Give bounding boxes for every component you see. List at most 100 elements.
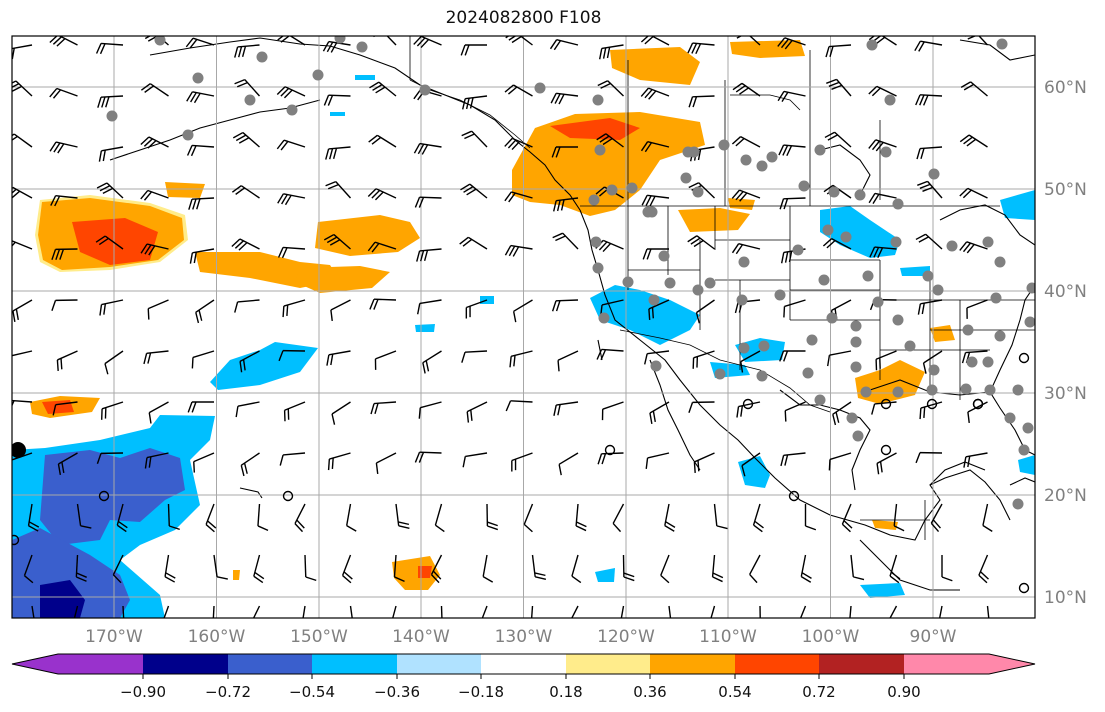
gray-station-dot [928,168,940,180]
wind-barb-feather [712,576,723,583]
gray-station-dot [718,139,730,151]
wind-barb-feather [239,361,243,373]
wind-barb-feather [822,238,833,247]
gray-station-dot [590,236,602,248]
gray-station-dot [680,172,692,184]
wind-barb-feather [329,148,334,160]
wind-barb-feather [612,522,622,533]
wind-barb-feather [9,356,10,367]
wind-barb-feather [192,198,197,210]
gray-station-dot [962,324,974,336]
colorbar-tick-label: 0.90 [887,683,920,701]
wind-barb-feather [368,134,378,143]
lon-tick: 120°W [597,627,655,647]
colorbar: −0.90 −0.72 −0.54 −0.36 −0.18 0.18 0.36 … [11,653,1036,701]
lat-tick: 20°N [1044,486,1087,506]
wind-barb-feather [982,524,993,532]
wind-barb-feather [144,36,152,40]
wind-barb-feather [232,131,244,139]
gray-station-dot [866,39,878,51]
wind-barb-staff [647,350,670,355]
gray-station-dot [594,144,606,156]
wind-barb-feather [250,626,258,634]
gray-station-dot [862,270,874,282]
wind-barb-feather [196,198,201,210]
wind-barb-feather [853,576,865,581]
wind-barb-feather [535,576,547,580]
colorbar-segment [566,654,650,674]
wind-barb-staff [530,605,534,618]
wind-barb-feather [831,84,843,90]
gray-station-dot [1026,282,1035,294]
wind-barb-feather [961,352,967,364]
gray-station-dot [154,36,166,46]
wind-barb-feather [414,196,421,208]
wind-barb-feather [917,303,922,315]
wind-barb-feather [504,137,513,147]
wind-barb-staff [850,554,854,577]
wind-barb-feather [687,235,698,243]
wind-barb-feather [690,237,701,245]
wind-barb-feather [12,83,20,88]
wind-barb-feather [967,36,977,40]
wind-barb-feather [327,95,334,106]
wind-barb-feather [326,41,334,53]
gray-station-dot [244,94,256,106]
wind-barb-feather [871,403,876,415]
wind-barb-feather [780,455,785,467]
wind-barb-feather [918,236,929,243]
colorbar-extend-left [12,654,58,674]
wind-barb-feather [143,138,153,147]
wind-barb-feather [623,576,635,582]
colorbar-tick-label: 0.72 [802,683,835,701]
wind-barb-feather [508,86,518,95]
wind-barb-feather [61,461,65,473]
wind-barb-feather [504,191,512,202]
gray-station-dot [798,180,810,192]
gray-station-dot [356,41,368,53]
wind-barb-feather [327,459,331,471]
wind-barb-feather [425,360,430,372]
wind-barb-feather [96,182,108,189]
wind-barb-feather [509,356,512,368]
wind-barb-feather [649,412,653,424]
wind-barb-feather [234,301,239,313]
wind-barb-feather [416,303,421,315]
wind-barb-feather [921,303,925,315]
wind-barb-feather [507,139,517,149]
wind-barb-feather [576,521,587,528]
colorbar-extend-right [989,654,1035,674]
wind-barb-feather [76,576,87,582]
wind-barb-feather [805,525,817,531]
wind-barb-staff [434,503,443,526]
gray-station-dot [1024,316,1035,328]
wind-barb-feather [886,625,893,633]
gray-station-dot [840,231,852,243]
lat-tick: 50°N [1044,180,1087,200]
gray-station-dot [984,384,996,396]
wind-barb-feather [779,350,785,362]
wind-barb-feather [55,249,61,260]
wind-barb-feather [186,145,193,156]
wind-barb-feather [12,400,15,407]
lon-tick-labels: 170°W 160°W 150°W 140°W 130°W 120°W 110°… [85,627,957,647]
wind-barb-feather [329,239,341,246]
wind-barb-feather [601,453,607,465]
wind-barb-feather [243,462,248,474]
wind-barb-feather [941,576,953,582]
wind-barb-feather [52,89,62,99]
wind-barb-feather [142,36,144,37]
wind-barb-feather [464,133,475,140]
wind-barb-feather [431,574,440,584]
wind-barb-feather [257,525,269,532]
gray-station-dot [688,146,700,158]
wind-barb-feather [413,36,422,45]
wind-barb-feather [191,357,194,369]
gray-station-dot [756,160,768,172]
wind-barb-feather [28,525,39,532]
gray-station-dot [892,198,904,210]
wind-barb-feather [595,186,605,195]
wind-barb-feather [373,299,379,310]
wind-barb-feather [641,195,648,206]
open-circle-marker [98,490,110,502]
